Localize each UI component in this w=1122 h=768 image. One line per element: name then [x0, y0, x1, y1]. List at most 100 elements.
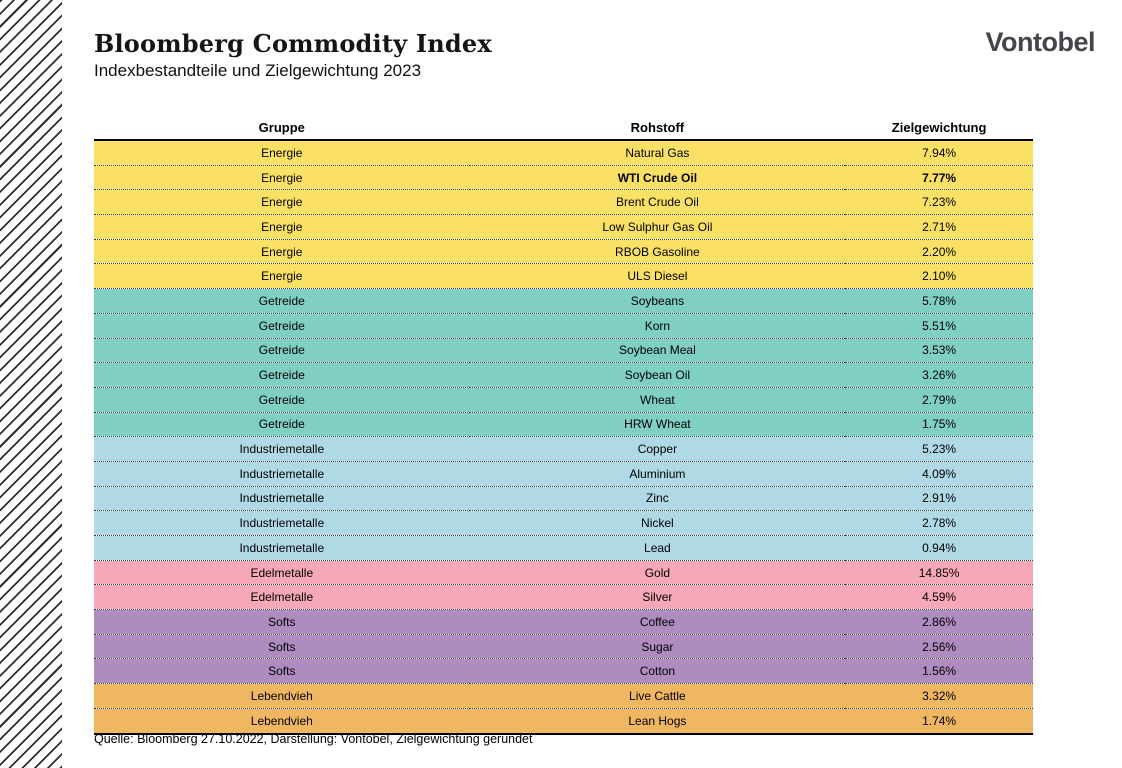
group-cell: Softs: [94, 634, 470, 660]
commodity-cell: ULS Diesel: [469, 263, 846, 290]
weight-cell: 0.94%: [845, 535, 1033, 561]
table-row: Getreide Korn 5.51%: [94, 313, 1033, 339]
group-cell: Energie: [94, 239, 470, 265]
commodity-cell: WTI Crude Oil: [469, 165, 846, 191]
commodity-cell: Nickel: [469, 510, 846, 536]
title-block: Bloomberg Commodity Index Indexbestandte…: [94, 30, 492, 81]
group-cell: Getreide: [94, 288, 470, 314]
table-row: Getreide Soybean Meal 3.53%: [94, 338, 1033, 364]
group-cell: Industriemetalle: [94, 461, 470, 487]
group-cell: Lebendvieh: [94, 708, 470, 735]
commodity-table-body: Energie Natural Gas 7.94% Energie WTI Crude …: [94, 140, 1033, 735]
table-row: Lebendvieh Lean Hogs 1.74%: [94, 708, 1033, 735]
group-cell: Industriemetalle: [94, 535, 470, 561]
page-subtitle: Indexbestandteile und Zielgewichtung 202…: [94, 61, 422, 80]
weight-cell: 7.94%: [845, 140, 1033, 166]
weight-cell: 4.09%: [845, 461, 1033, 487]
commodity-table: Gruppe Rohstoff Zielgewichtung Energie Na…: [94, 115, 1033, 735]
weight-cell: 7.23%: [845, 189, 1033, 216]
weight-cell: 2.56%: [845, 634, 1033, 660]
commodity-cell: Lean Hogs: [469, 708, 846, 735]
table-row: Industriemetalle Aluminium 4.09%: [94, 461, 1033, 487]
commodity-cell: Coffee: [469, 609, 846, 635]
commodity-cell: Soybean Meal: [469, 338, 846, 364]
commodity-cell: Cotton: [469, 658, 846, 685]
group-cell: Getreide: [94, 387, 470, 413]
group-cell: Energie: [94, 165, 470, 191]
weight-cell: 3.26%: [845, 362, 1033, 388]
weight-cell: 2.86%: [845, 609, 1033, 635]
weight-cell: 1.74%: [845, 708, 1033, 735]
table-row: Industriemetalle Lead 0.94%: [94, 535, 1033, 561]
group-cell: Energie: [94, 189, 470, 216]
table-row: Softs Coffee 2.86%: [94, 609, 1033, 635]
commodity-cell: RBOB Gasoline: [469, 239, 846, 265]
table-header-row: Gruppe Rohstoff Zielgewichtung: [94, 115, 1033, 141]
weight-cell: 2.20%: [845, 239, 1033, 265]
commodity-cell: Zinc: [469, 486, 846, 512]
table-row: Softs Cotton 1.56%: [94, 658, 1033, 685]
weight-cell: 5.23%: [845, 436, 1033, 462]
diagonal-stripes-decoration: [0, 0, 62, 768]
group-cell: Industriemetalle: [94, 510, 470, 536]
group-cell: Lebendvieh: [94, 683, 470, 709]
commodity-cell: Live Cattle: [469, 683, 846, 709]
weight-cell: 1.75%: [845, 412, 1033, 438]
table-row: Edelmetalle Gold 14.85%: [94, 560, 1033, 586]
commodity-cell: Soybean Oil: [469, 362, 846, 388]
group-cell: Energie: [94, 140, 470, 166]
table-row: Softs Sugar 2.56%: [94, 634, 1033, 660]
group-cell: Getreide: [94, 338, 470, 364]
commodity-cell: Lead: [469, 535, 846, 561]
page-title: Bloomberg Commodity Index: [94, 29, 492, 58]
table-row: Edelmetalle Silver 4.59%: [94, 584, 1033, 611]
commodity-cell: Brent Crude Oil: [469, 189, 846, 216]
table-header: Gruppe Rohstoff Zielgewichtung: [94, 115, 1033, 141]
weight-cell: 2.91%: [845, 486, 1033, 512]
weight-cell: 3.53%: [845, 338, 1033, 364]
column-header-zielgewichtung: Zielgewichtung: [845, 115, 1033, 141]
group-cell: Energie: [94, 214, 470, 240]
commodity-cell: Soybeans: [469, 288, 846, 314]
group-cell: Softs: [94, 609, 470, 635]
group-cell: Getreide: [94, 412, 470, 438]
table-row: Industriemetalle Zinc 2.91%: [94, 486, 1033, 512]
weight-cell: 7.77%: [845, 165, 1033, 191]
table-row: Getreide Soybean Oil 3.26%: [94, 362, 1033, 388]
table-row: Energie RBOB Gasoline 2.20%: [94, 239, 1033, 265]
commodity-cell: HRW Wheat: [469, 412, 846, 438]
group-cell: Edelmetalle: [94, 560, 470, 586]
weight-cell: 2.10%: [845, 263, 1033, 290]
commodity-cell: Silver: [469, 584, 846, 611]
source-note: Quelle: Bloomberg 27.10.2022, Darstellun…: [94, 732, 533, 746]
group-cell: Industriemetalle: [94, 486, 470, 512]
commodity-cell: Korn: [469, 313, 846, 339]
group-cell: Edelmetalle: [94, 584, 470, 611]
commodity-cell: Low Sulphur Gas Oil: [469, 214, 846, 240]
table-row: Energie ULS Diesel 2.10%: [94, 263, 1033, 290]
table-row: Getreide HRW Wheat 1.75%: [94, 412, 1033, 438]
table-row: Energie Brent Crude Oil 7.23%: [94, 189, 1033, 216]
vontobel-logo: Vontobel: [985, 27, 1096, 57]
weight-cell: 2.78%: [845, 510, 1033, 536]
table-row: Getreide Soybeans 5.78%: [94, 288, 1033, 314]
weight-cell: 2.79%: [845, 387, 1033, 413]
group-cell: Energie: [94, 263, 470, 290]
commodity-cell: Gold: [469, 560, 846, 586]
table-row: Industriemetalle Nickel 2.78%: [94, 510, 1033, 536]
group-cell: Getreide: [94, 313, 470, 339]
column-header-gruppe: Gruppe: [94, 115, 470, 141]
commodity-cell: Copper: [469, 436, 846, 462]
weight-cell: 1.56%: [845, 658, 1033, 685]
weight-cell: 14.85%: [845, 560, 1033, 586]
table-row: Industriemetalle Copper 5.23%: [94, 436, 1033, 462]
table-row: Lebendvieh Live Cattle 3.32%: [94, 683, 1033, 709]
commodity-cell: Aluminium: [469, 461, 846, 487]
table-row: Energie Low Sulphur Gas Oil 2.71%: [94, 214, 1033, 240]
column-header-rohstoff: Rohstoff: [469, 115, 846, 141]
commodity-cell: Natural Gas: [469, 140, 846, 166]
group-cell: Getreide: [94, 362, 470, 388]
group-cell: Industriemetalle: [94, 436, 470, 462]
weight-cell: 4.59%: [845, 584, 1033, 611]
